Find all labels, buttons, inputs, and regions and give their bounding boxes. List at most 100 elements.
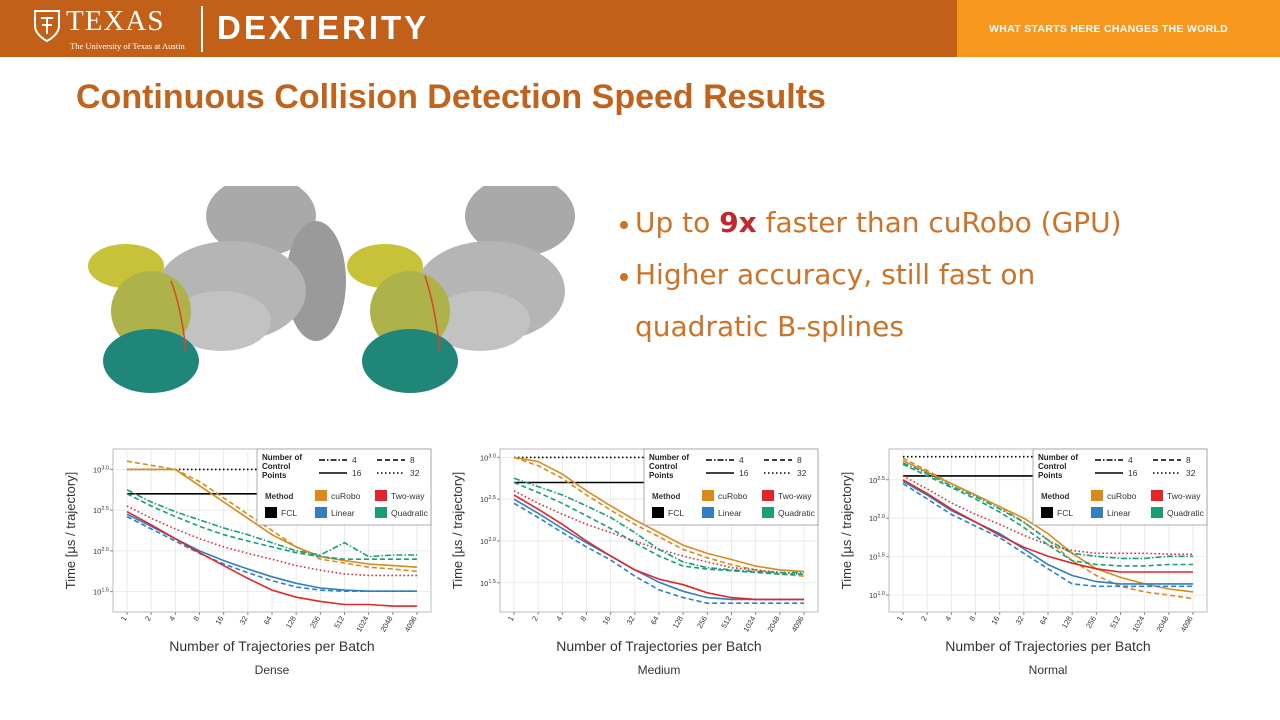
series-line xyxy=(513,456,805,577)
x-tick-label: 64 xyxy=(1038,615,1050,627)
legend-label: Quadratic xyxy=(1167,508,1205,518)
y-tick-label: 101.0 xyxy=(869,591,885,600)
legend-swatch xyxy=(762,490,774,501)
chart: 1 2 4 8 16 32 64 128 256 512 1024 2048 4096101.0101.… xyxy=(839,448,1208,677)
y-tick-exponent: 3.0 xyxy=(488,453,496,459)
legend-label: 8 xyxy=(410,455,415,465)
lab-name: DEXTERITY xyxy=(217,9,430,46)
logo-subtitle: The University of Texas at Austin xyxy=(70,41,185,51)
legend-label: Linear xyxy=(331,508,355,518)
x-tick-label: 64 xyxy=(262,615,274,627)
legend-label: cuRobo xyxy=(1107,491,1137,501)
header-bar xyxy=(0,0,957,57)
legend-title: Number of Control Points xyxy=(262,453,302,480)
y-tick-label: 102.5 xyxy=(869,476,885,485)
x-axis-label: Number of Trajectories per Batch xyxy=(169,638,374,654)
series-line xyxy=(126,489,417,558)
x-tick-label: 256 xyxy=(308,615,322,630)
legend-swatch xyxy=(1091,490,1103,501)
legend-label: Quadratic xyxy=(391,508,429,518)
chart-subtitle: Normal xyxy=(1029,663,1068,677)
bullet-text: Up to 9x faster than cuRobo (GPU) xyxy=(635,206,1122,239)
x-tick-label: 4 xyxy=(943,615,953,623)
bullet-dot xyxy=(620,221,628,229)
y-axis-label: Time [µs / trajectory] xyxy=(450,472,465,590)
x-tick-label: 128 xyxy=(284,615,298,630)
x-tick-label: 8 xyxy=(578,615,588,623)
legend-swatch xyxy=(702,507,714,518)
divider xyxy=(201,6,203,52)
x-tick-label: 64 xyxy=(649,615,661,627)
x-tick-label: 1024 xyxy=(1130,615,1146,634)
logo-text: TEXAS xyxy=(66,5,165,37)
x-tick-label: 256 xyxy=(1084,615,1098,630)
x-tick-label: 8 xyxy=(191,615,201,623)
legend-label: 16 xyxy=(1128,468,1138,478)
legend-label: 8 xyxy=(1186,455,1191,465)
legend-label: cuRobo xyxy=(331,491,361,501)
series-line xyxy=(902,480,1193,585)
x-tick-label: 2 xyxy=(143,615,153,623)
x-tick-label: 16 xyxy=(213,615,225,627)
x-axis-label: Number of Trajectories per Batch xyxy=(945,638,1150,654)
y-tick-exponent: 2.5 xyxy=(488,495,496,501)
x-tick-label: 2048 xyxy=(1154,615,1170,634)
y-tick-exponent: 2.5 xyxy=(101,506,109,512)
y-tick-base: 10 xyxy=(93,588,101,597)
series-line xyxy=(513,494,804,601)
y-tick-label: 102.0 xyxy=(480,537,496,546)
y-tick-exponent: 1.5 xyxy=(877,553,885,559)
legend-title-box: Number of Control Points xyxy=(649,453,689,480)
y-tick-base: 10 xyxy=(869,476,877,485)
chart: 1 2 4 8 16 32 64 128 256 512 1024 2048 4096101.5102.… xyxy=(63,448,432,677)
legend-label: 4 xyxy=(739,455,744,465)
text: faster than cuRobo (GPU) xyxy=(756,206,1122,239)
y-tick-label: 102.0 xyxy=(869,514,885,523)
x-tick-label: 32 xyxy=(238,615,250,627)
series-line xyxy=(126,460,418,573)
y-tick-exponent: 2.0 xyxy=(877,514,885,520)
legend-label: 16 xyxy=(352,468,362,478)
y-axis-label: Time [µs / trajectory] xyxy=(63,472,78,590)
legend-label: Two-way xyxy=(1167,491,1201,501)
series-line xyxy=(902,482,1193,588)
x-tick-label: 2 xyxy=(919,615,929,623)
x-tick-label: 4096 xyxy=(1179,615,1195,634)
legend-title: Method xyxy=(1041,492,1070,501)
x-tick-label: 2 xyxy=(530,615,540,623)
legend-swatch xyxy=(315,507,327,518)
legend-swatch xyxy=(265,507,277,518)
legend-label: Two-way xyxy=(778,491,812,501)
highlight: 9x xyxy=(719,206,757,239)
series-line xyxy=(902,479,1193,573)
legend-swatch xyxy=(375,490,387,501)
series-line xyxy=(513,481,804,575)
legend-label: cuRobo xyxy=(718,491,748,501)
x-tick-label: 4 xyxy=(554,615,564,623)
legend-label: 4 xyxy=(352,455,357,465)
y-tick-exponent: 2.5 xyxy=(877,476,885,482)
legend-swatch xyxy=(375,507,387,518)
text: Up to xyxy=(635,206,720,239)
x-tick-label: 1 xyxy=(506,615,516,623)
legend-label: Linear xyxy=(1107,508,1131,518)
x-tick-label: 512 xyxy=(332,615,346,630)
legend-box xyxy=(643,448,819,526)
legend-box xyxy=(1032,448,1208,526)
series-line xyxy=(902,475,1193,555)
legend-label: 16 xyxy=(739,468,749,478)
legend-title: Number of Control Points xyxy=(649,453,689,480)
x-tick-label: 32 xyxy=(625,615,637,627)
header-bar-accent xyxy=(957,0,1280,57)
legend-label: FCL xyxy=(668,508,684,518)
y-tick-base: 10 xyxy=(93,506,101,515)
bullet-text: quadratic B-splines xyxy=(635,310,904,343)
y-tick-exponent: 2.0 xyxy=(488,537,496,543)
legend-label: Two-way xyxy=(391,491,425,501)
legend-label: 8 xyxy=(797,455,802,465)
legend-title-box: Number of Control Points xyxy=(1038,453,1078,480)
x-tick-label: 4 xyxy=(167,615,177,623)
legend-label: 4 xyxy=(1128,455,1133,465)
y-tick-base: 10 xyxy=(93,465,101,474)
